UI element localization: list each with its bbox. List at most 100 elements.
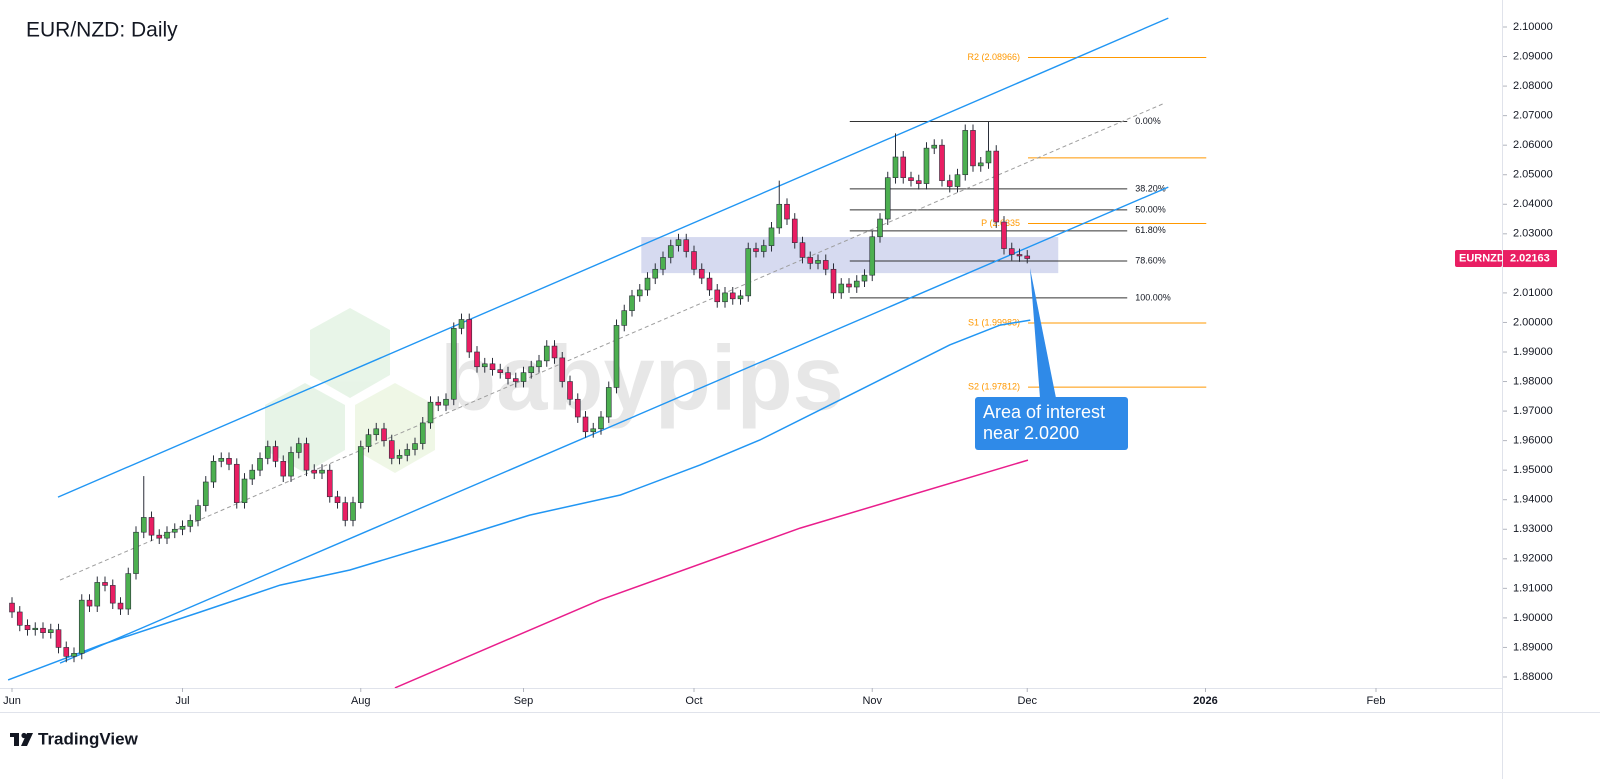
- candle-body: [187, 520, 194, 527]
- candle-body: [784, 203, 790, 220]
- candle-body: [226, 458, 232, 465]
- candle-body: [605, 387, 612, 418]
- candle-body: [295, 443, 302, 453]
- candle-body: [698, 268, 705, 279]
- y-tick-label: 1.88000: [1513, 671, 1553, 683]
- y-tick-label: 2.07000: [1513, 110, 1553, 122]
- candle-body: [667, 245, 674, 258]
- candle-body: [846, 283, 852, 288]
- candle-body: [24, 624, 31, 631]
- callout-text: near 2.0200: [983, 423, 1079, 443]
- price-tag-bg: [1503, 250, 1557, 268]
- candle-body: [164, 531, 170, 539]
- candle-body: [970, 130, 976, 167]
- candle-body: [443, 398, 449, 406]
- candle-body: [915, 180, 922, 184]
- candle-body: [977, 162, 984, 167]
- candle-body: [776, 203, 783, 229]
- candle-body: [195, 505, 201, 521]
- candle-body: [404, 449, 411, 456]
- candle-body: [683, 239, 690, 252]
- y-tick-label: 1.90000: [1513, 612, 1553, 624]
- pivot-label: S1 (1.99983): [968, 317, 1020, 327]
- candle-body: [528, 366, 535, 373]
- candle-body: [357, 446, 364, 503]
- fib-label: 100.00%: [1135, 292, 1171, 302]
- candle-body: [249, 469, 256, 480]
- x-tick-label: Aug: [351, 695, 371, 707]
- y-tick-label: 1.99000: [1513, 346, 1553, 358]
- candle-body: [737, 295, 744, 300]
- candle-body: [1008, 248, 1015, 255]
- candle-body: [1024, 255, 1031, 259]
- x-tick-label: Dec: [1017, 695, 1037, 707]
- x-tick-label: Jun: [3, 695, 21, 707]
- candle-body: [311, 469, 318, 474]
- candle-body: [94, 582, 101, 607]
- candle-body: [117, 602, 124, 610]
- candle-body: [427, 401, 434, 424]
- callout-box: [975, 397, 1128, 450]
- plot-area: R2 (2.08966) P (2.0335 S1 (1.99983) S2 (1.9…: [7, 17, 1207, 688]
- candle-body: [156, 534, 163, 539]
- candle-body: [520, 372, 527, 382]
- pivot-label: R2 (2.08966): [967, 52, 1020, 62]
- candle-body: [939, 144, 945, 181]
- candle-body: [71, 653, 77, 657]
- candle-body: [636, 289, 643, 297]
- candle-body: [55, 629, 62, 648]
- candle-body: [598, 416, 604, 430]
- candle-body: [326, 469, 333, 498]
- candle-body: [853, 280, 860, 288]
- y-tick-label: 1.95000: [1513, 464, 1553, 476]
- candle-body: [807, 257, 814, 264]
- trendline: [59, 102, 1166, 581]
- candle-body: [202, 481, 209, 506]
- candle-body: [551, 345, 558, 359]
- candle-body: [877, 218, 883, 238]
- candle-body: [9, 602, 15, 613]
- footer-logo: [10, 732, 33, 746]
- candle-body: [179, 526, 186, 530]
- candle-body: [582, 416, 589, 433]
- y-tick-label: 1.89000: [1513, 641, 1553, 653]
- fib-label: 78.60%: [1135, 255, 1166, 265]
- candle-body: [574, 398, 581, 418]
- candle-body: [760, 245, 767, 252]
- candle-body: [272, 446, 279, 462]
- candle-body: [822, 260, 829, 270]
- candle-body: [16, 611, 23, 626]
- pivot-label: P (2.0335: [981, 218, 1020, 228]
- candle-body: [264, 446, 271, 459]
- y-tick-label: 1.93000: [1513, 523, 1553, 535]
- y-tick-label: 2.00000: [1513, 316, 1553, 328]
- candle-body: [381, 428, 387, 441]
- x-tick-label: Nov: [862, 695, 882, 707]
- y-tick-label: 2.05000: [1513, 169, 1553, 181]
- y-tick-label: 1.92000: [1513, 553, 1553, 565]
- callout-text: Area of interest: [983, 402, 1105, 422]
- symbol-tag-bg: [1455, 250, 1502, 268]
- candle-body: [280, 461, 287, 477]
- candle-body: [47, 629, 54, 633]
- moving-average: [394, 459, 1029, 688]
- axes: 1.88000 1.89000 1.90000 1.91000 1.92000 1.930…: [3, 21, 1553, 707]
- y-tick-label: 2.10000: [1513, 21, 1553, 33]
- watermark-logo: [265, 308, 435, 473]
- candle-body: [435, 401, 442, 406]
- x-tick-label: Jul: [175, 695, 189, 707]
- candle-body: [830, 268, 837, 294]
- candle-body: [985, 150, 992, 164]
- footer-brand: TradingView: [38, 729, 139, 748]
- candle-body: [32, 627, 39, 631]
- candle-body: [559, 357, 566, 382]
- candle-body: [884, 177, 891, 220]
- candle-body: [171, 528, 178, 533]
- candle-body: [567, 381, 573, 400]
- y-tick-label: 2.06000: [1513, 139, 1553, 151]
- candle-body: [419, 422, 426, 444]
- candle-body: [675, 239, 682, 246]
- x-tick-label: Oct: [685, 695, 702, 707]
